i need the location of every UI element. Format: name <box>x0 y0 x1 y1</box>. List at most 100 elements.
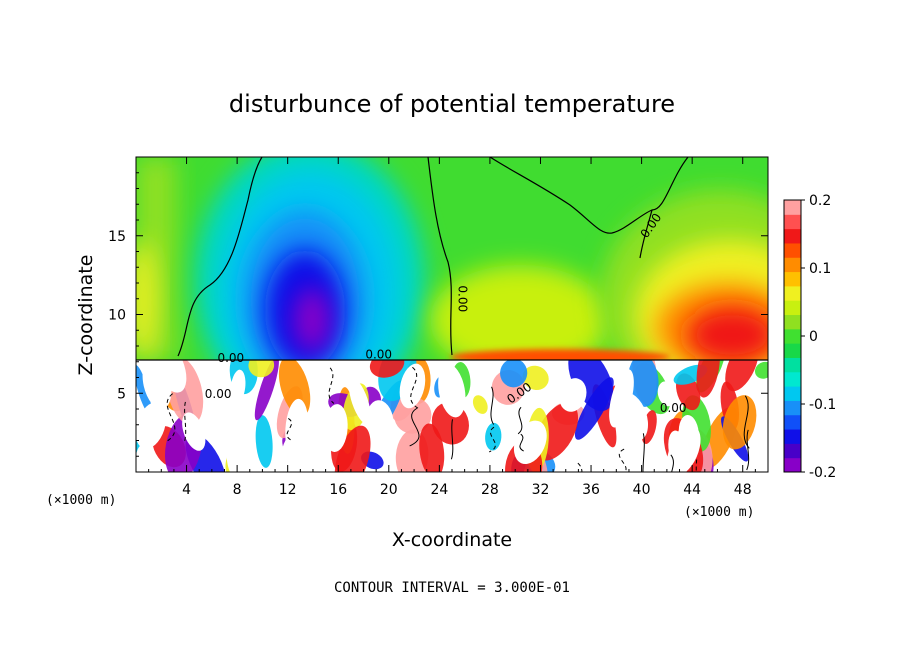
turbulence-neutral-patch <box>349 378 371 425</box>
turbulence-patch <box>500 360 528 388</box>
turbulence-contour <box>286 418 293 442</box>
turbulence-neutral-patch <box>182 412 206 451</box>
upper-left-yellow <box>136 240 156 360</box>
x-tick-label-9: 40 <box>633 482 651 498</box>
turbulence-patch <box>369 360 405 378</box>
x-tick-label-2: 12 <box>279 482 297 498</box>
turbulence-contour <box>618 448 627 472</box>
x-tick-label-6: 28 <box>481 482 499 498</box>
upper-field <box>136 157 768 420</box>
colorbar-segment-18 <box>784 200 801 215</box>
turbulence-contour <box>519 433 524 452</box>
contour-label-0: 0.00 <box>455 285 469 312</box>
x-tick-label-0: 4 <box>182 482 191 498</box>
x-axis-label: X-coordinate <box>392 529 512 551</box>
turbulence-neutral-patch <box>226 425 252 472</box>
zero-contour-middle <box>427 157 453 356</box>
colorbar-segment-7 <box>784 357 801 373</box>
x-tick-label-3: 16 <box>329 482 347 498</box>
turbulence-contour <box>490 386 495 425</box>
warm-right-red <box>687 307 768 363</box>
colorbar-tick-label-3: -0.1 <box>809 397 836 413</box>
colorbar-segment-13 <box>784 271 801 287</box>
turbulence-neutral-patch <box>678 415 699 451</box>
colorbar-segment-5 <box>784 386 801 401</box>
colorbar-segment-0 <box>784 457 801 473</box>
turbulence-contour <box>670 454 674 472</box>
zero-contour-right <box>489 157 689 234</box>
chart-title: disturbunce of potential temperature <box>229 90 675 118</box>
turbulence-neutral-patch <box>513 420 547 465</box>
colorbar-tick-label-4: -0.2 <box>809 465 836 481</box>
turbulence-patch <box>255 415 273 468</box>
colorbar-tick-label-1: 0.1 <box>809 261 831 277</box>
x-tick-label-4: 20 <box>380 482 398 498</box>
colorbar: 0.2 0.1 0 -0.1 -0.2 <box>783 193 836 481</box>
colorbar-segment-8 <box>784 343 801 358</box>
turbulence-patch <box>696 360 720 398</box>
turbulence-contour <box>517 406 523 435</box>
turbulence-neutral-patch <box>438 364 466 418</box>
turbulence-neutral-patch <box>657 381 677 407</box>
x-tick-label-5: 24 <box>430 482 448 498</box>
turbulence-patch <box>754 361 768 379</box>
turbulence-patch <box>419 423 445 472</box>
y-axis: 5 10 15 <box>108 172 768 457</box>
turbulence-contour <box>183 401 187 443</box>
turbulence-neutral-patch <box>208 360 223 402</box>
turbulence-patch <box>254 360 279 421</box>
turbulence-neutral-patch <box>559 378 587 412</box>
turbulence-patch <box>394 397 432 434</box>
cold-plume-core <box>294 288 330 352</box>
colorbar-segment-11 <box>784 300 801 316</box>
colorbar-segment-4 <box>784 400 801 416</box>
colorbar-segment-16 <box>784 228 801 244</box>
turbulence-contour <box>695 459 698 472</box>
turbulence-contour <box>409 407 420 447</box>
colorbar-segment-3 <box>784 414 801 430</box>
colorbar-segment-6 <box>784 371 801 387</box>
zero-contours <box>177 157 689 357</box>
turbulence-patch <box>725 360 759 392</box>
turbulence-contour <box>642 433 645 472</box>
turbulence-patch <box>522 365 549 391</box>
turbulence-patch <box>485 422 502 451</box>
x-tick-label-7: 32 <box>532 482 550 498</box>
colorbar-segment-12 <box>784 285 801 301</box>
turbulence-neutral-patch <box>324 404 348 452</box>
y-tick-label-0: 5 <box>117 386 126 402</box>
turbulence-neutral-patch <box>631 437 647 467</box>
contour-label-6: 0.00 <box>660 401 687 415</box>
turbulence-neutral-patch <box>142 360 172 410</box>
turbulence-contour <box>746 429 750 471</box>
contour-label-3: 0.00 <box>217 351 244 365</box>
y-axis-label: Z-coordinate <box>75 255 97 376</box>
x-unit-left: (×1000 m) <box>46 493 116 508</box>
colorbar-tick-label-2: 0 <box>809 329 818 345</box>
x-unit-right: (×1000 m) <box>684 505 754 520</box>
turbulence-neutral-patch <box>313 457 327 472</box>
colorbar-segment-1 <box>784 443 801 459</box>
turbulence-neutral-patch <box>615 392 649 441</box>
colorbar-segment-17 <box>784 214 801 230</box>
turbulence-contour <box>488 426 496 453</box>
colorbar-segment-9 <box>784 328 801 344</box>
turbulence-neutral-patch <box>136 402 167 449</box>
turbulence-patch <box>248 360 275 378</box>
turbulence-contour <box>743 395 750 449</box>
colorbar-tick-label-0: 0.2 <box>809 193 831 209</box>
turbulence-neutral-patch <box>399 363 426 409</box>
x-tick-label-11: 48 <box>734 482 752 498</box>
x-tick-label-8: 36 <box>582 482 600 498</box>
turbulence-contour <box>328 367 335 404</box>
colorbar-segment-15 <box>784 242 801 258</box>
turbulence-patch <box>628 360 659 407</box>
y-tick-label-2: 15 <box>108 229 126 245</box>
turbulence-patch <box>472 395 488 414</box>
upper-right-yellow <box>430 265 610 375</box>
turbulence-neutral-patch <box>285 398 309 461</box>
turbulence-neutral-patch <box>136 445 152 472</box>
turbulence-neutral-patch <box>230 369 246 405</box>
colorbar-segment-14 <box>784 257 801 273</box>
